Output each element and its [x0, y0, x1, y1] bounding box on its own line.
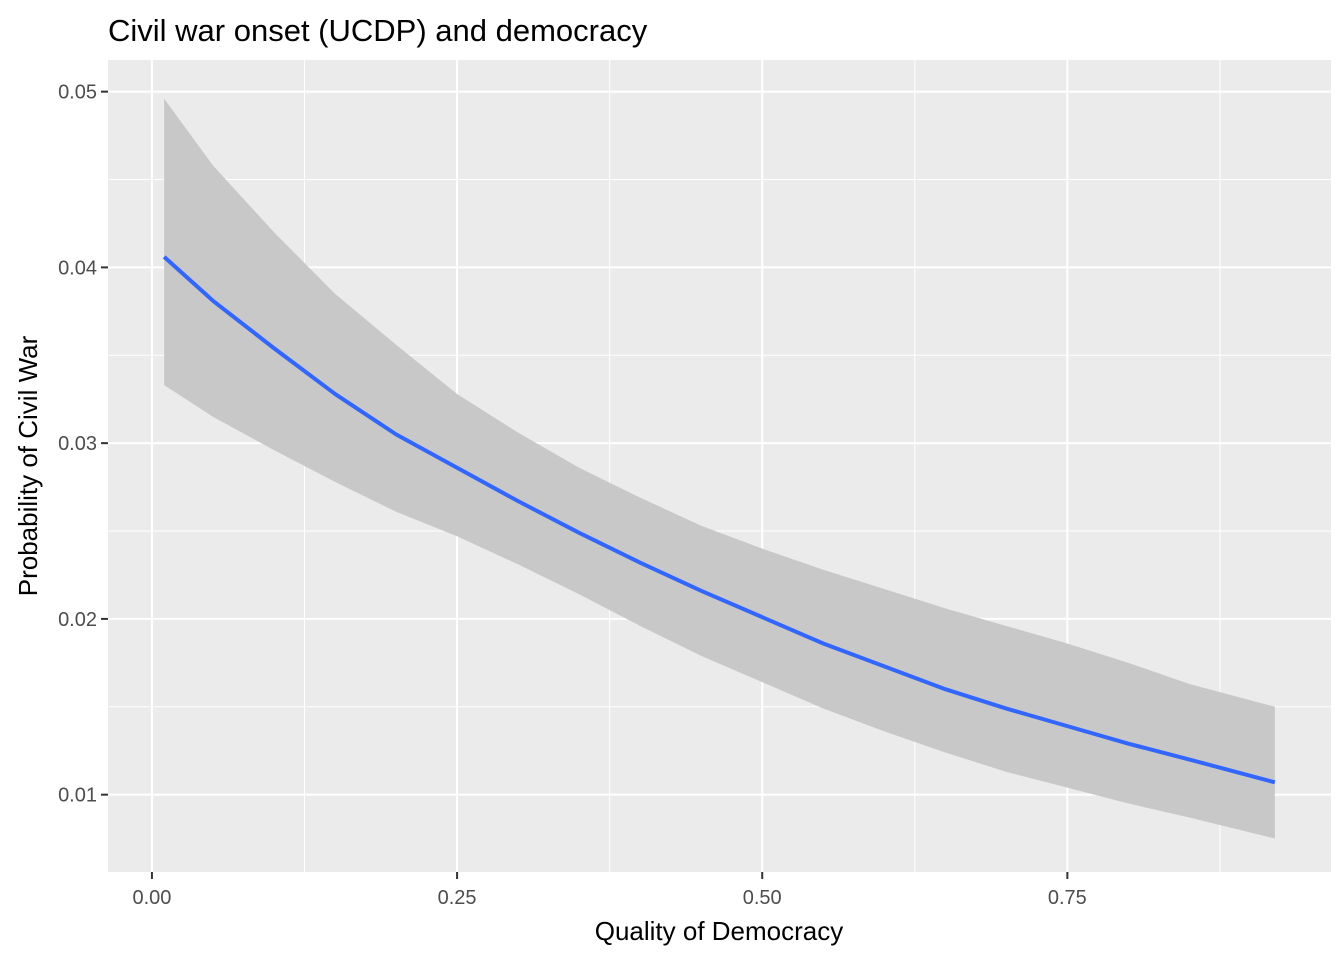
- y-tick-label: 0.01: [58, 785, 97, 807]
- y-axis-title: Probability of Civil War: [13, 335, 43, 596]
- x-tick-label: 0.25: [438, 887, 477, 909]
- y-tick-label: 0.03: [58, 433, 97, 455]
- confidence-ribbon: [164, 98, 1275, 839]
- x-tick-label: 0.75: [1048, 887, 1087, 909]
- x-axis: 0.00 0.25 0.50 0.75: [132, 872, 1087, 909]
- x-tick-label: 0.50: [743, 887, 782, 909]
- y-axis: 0.01 0.02 0.03 0.04 0.05: [58, 82, 108, 807]
- minor-gridlines: [108, 60, 1331, 872]
- x-axis-title: Quality of Democracy: [595, 916, 844, 946]
- y-tick-label: 0.04: [58, 257, 97, 279]
- y-tick-label: 0.05: [58, 82, 97, 104]
- chart-title: Civil war onset (UCDP) and democracy: [108, 13, 648, 48]
- x-tick-label: 0.00: [132, 887, 171, 909]
- fit-line: [162, 255, 1276, 785]
- y-tick-label: 0.02: [58, 609, 97, 631]
